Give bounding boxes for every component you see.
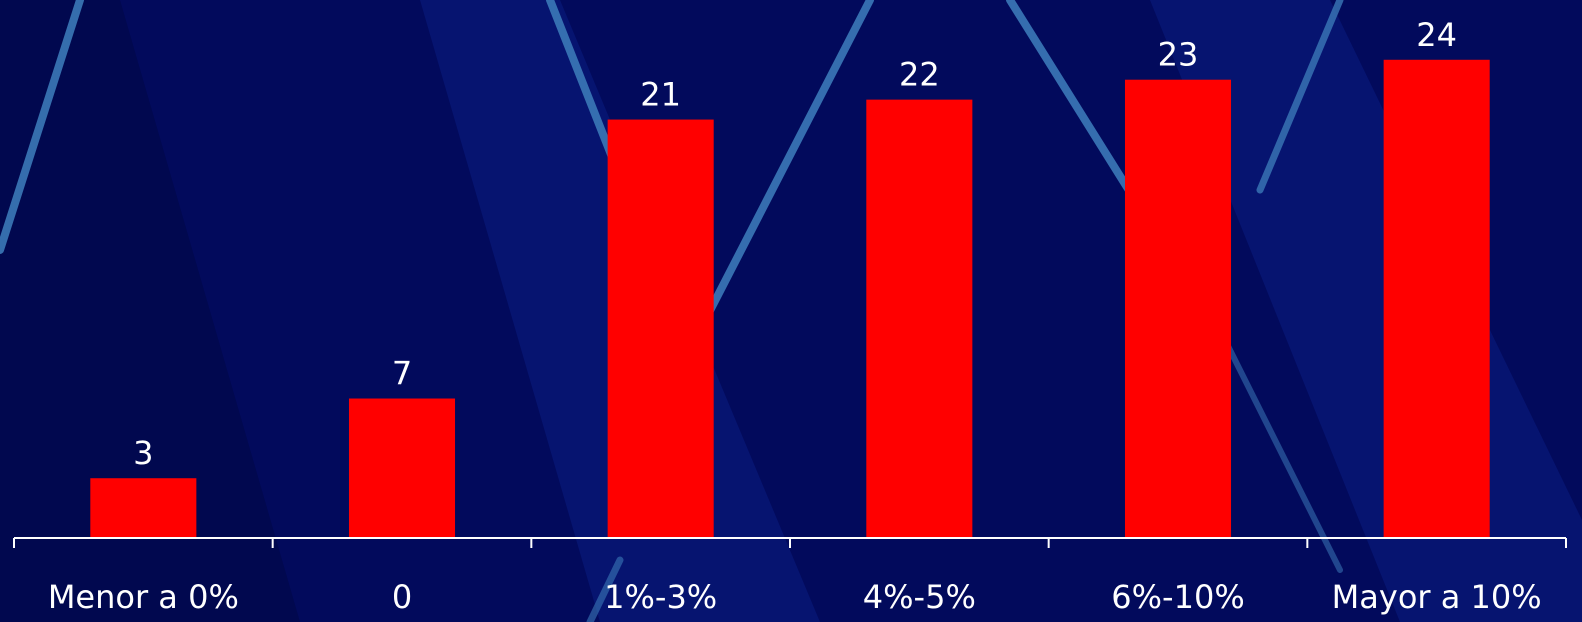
bar-2 xyxy=(348,398,456,538)
x-axis xyxy=(13,537,1567,548)
x-tick-label-5: 6%-10% xyxy=(1111,578,1244,616)
x-tick-label-6: Mayor a 10% xyxy=(1332,578,1542,616)
x-tick-label-3: 1%-3% xyxy=(604,578,717,616)
x-tick-label-4: 4%-5% xyxy=(863,578,976,616)
x-tick-label-1: Menor a 0% xyxy=(48,578,239,616)
decor-line-1 xyxy=(0,0,84,254)
value-label-6: 24 xyxy=(1416,16,1457,54)
value-label-3: 21 xyxy=(640,76,681,114)
bar-3 xyxy=(607,119,714,539)
decor-line-7 xyxy=(586,556,624,622)
value-label-5: 23 xyxy=(1158,36,1199,74)
bar-1 xyxy=(90,478,197,538)
x-tick-labels: Menor a 0% 0 1%-3% 4%-5% 6%-10% Mayor a 10% xyxy=(48,578,1542,616)
decor-line-6 xyxy=(1256,0,1344,194)
value-label-4: 22 xyxy=(899,56,940,94)
value-labels: 3 7 21 22 23 24 xyxy=(133,16,1457,472)
bar-6 xyxy=(1383,59,1490,539)
value-label-2: 7 xyxy=(392,355,412,393)
bars xyxy=(90,59,1490,539)
decor-line-5 xyxy=(1217,327,1343,573)
decor-line-3 xyxy=(696,0,874,334)
background-shade-left xyxy=(0,0,300,622)
bar-5 xyxy=(1124,79,1232,538)
value-label-1: 3 xyxy=(133,434,153,472)
bar-4 xyxy=(866,99,973,538)
x-tick-label-2: 0 xyxy=(392,578,412,616)
